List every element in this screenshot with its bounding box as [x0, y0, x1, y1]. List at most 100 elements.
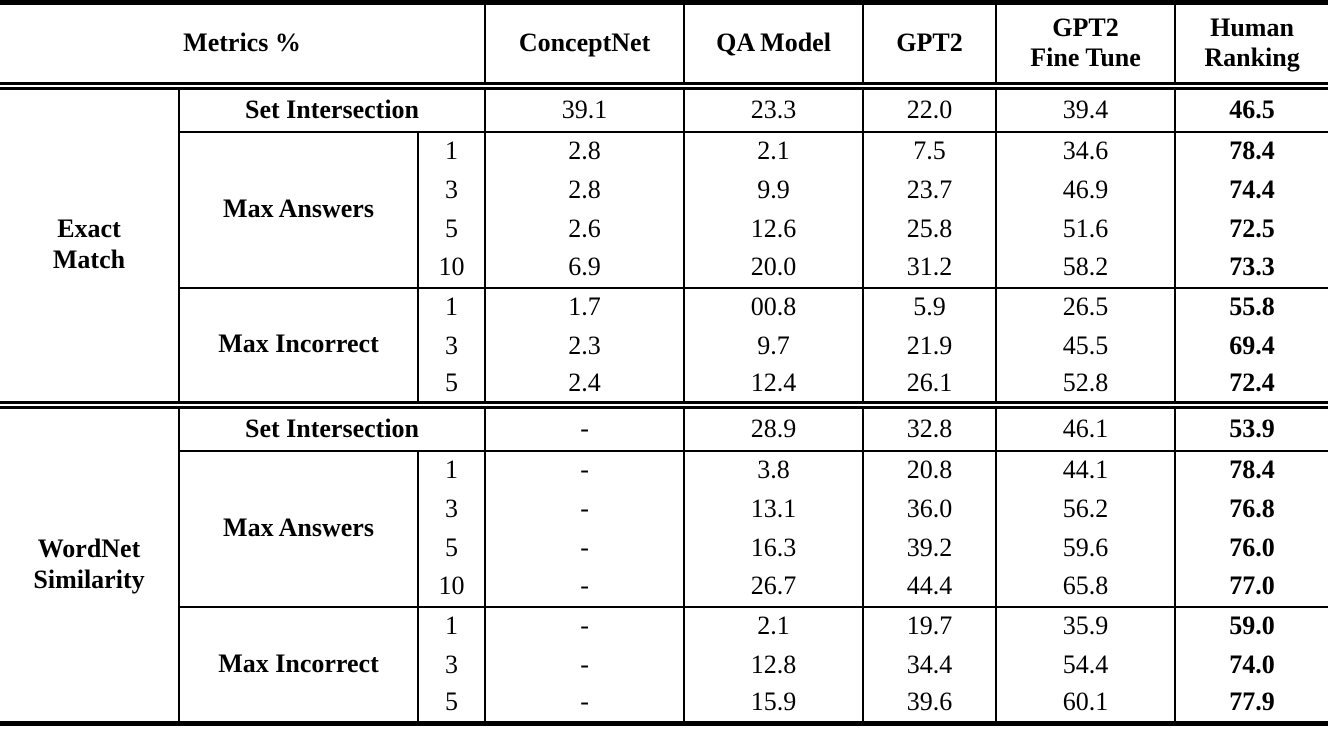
- cell-qa-model: 13.1: [683, 489, 864, 529]
- cell-max-count: 5: [416, 528, 486, 568]
- cell-human-ranking: 72.4: [1174, 365, 1328, 409]
- cell-gpt2: 36.0: [862, 489, 997, 529]
- cell-gpt2-fine-tune: 35.9: [995, 606, 1176, 646]
- col-header-qa-model: QA Model: [683, 2, 864, 90]
- cell-human-ranking: 55.8: [1174, 287, 1328, 327]
- cell-gpt2-fine-tune: 59.6: [995, 528, 1176, 568]
- table-row: Max Answers 1 2.8 2.1 7.5 34.6 78.4: [0, 131, 1328, 289]
- cell-gpt2-fine-tune: 44.1: [995, 450, 1176, 490]
- cell-max-count: 1: [416, 131, 486, 171]
- cell-conceptnet: 2.8: [484, 170, 685, 210]
- cell-gpt2: 23.7: [862, 170, 997, 210]
- cell-gpt2-fine-tune: 65.8: [995, 567, 1176, 608]
- cell-qa-model: 28.9: [683, 404, 864, 452]
- cell-conceptnet: -: [484, 567, 685, 608]
- cell-max-count: 5: [416, 365, 486, 409]
- cell-max-count: 5: [416, 684, 486, 724]
- cell-gpt2-fine-tune: 60.1: [995, 684, 1176, 724]
- cell-human-ranking: 78.4: [1174, 450, 1328, 490]
- table-header: Metrics % ConceptNet QA Model GPT2 GPT2 …: [0, 2, 1328, 90]
- cell-conceptnet: 2.3: [484, 326, 685, 366]
- cell-human-ranking: 77.9: [1174, 684, 1328, 724]
- table-row: 5 - 16.3 39.2 59.6 76.0: [0, 528, 1328, 568]
- cell-conceptnet: -: [484, 606, 685, 646]
- group-label-exact-match: Exact Match: [0, 85, 179, 409]
- cell-human-ranking: 59.0: [1174, 606, 1328, 646]
- col-header-gpt2-fine-tune: GPT2 Fine Tune: [995, 2, 1176, 90]
- cell-max-count: 3: [416, 170, 486, 210]
- cell-qa-model: 2.1: [683, 606, 864, 646]
- cell-human-ranking: 73.3: [1174, 248, 1328, 289]
- cell-gpt2-fine-tune: 54.4: [995, 645, 1176, 685]
- cell-qa-model: 2.1: [683, 131, 864, 171]
- table-row: 10 - 26.7 44.4 65.8 77.0: [0, 567, 1328, 608]
- cell-human-ranking: 74.0: [1174, 645, 1328, 685]
- table-row: 3 - 13.1 36.0 56.2 76.8: [0, 489, 1328, 529]
- cell-max-count: 1: [416, 287, 486, 327]
- table-row: 10 6.9 20.0 31.2 58.2 73.3: [0, 248, 1328, 289]
- table-row: 5 2.6 12.6 25.8 51.6 72.5: [0, 209, 1328, 249]
- cell-qa-model: 20.0: [683, 248, 864, 289]
- table-row: 3 2.3 9.7 21.9 45.5 69.4: [0, 326, 1328, 366]
- cell-gpt2-fine-tune: 56.2: [995, 489, 1176, 529]
- cell-gpt2: 26.1: [862, 365, 997, 409]
- cell-gpt2: 34.4: [862, 645, 997, 685]
- col-header-human-ranking: Human Ranking: [1174, 2, 1328, 90]
- cell-max-count: 3: [416, 489, 486, 529]
- table-row: Max Incorrect 1 1.7 00.8 5.9 26.5 55.8: [0, 287, 1328, 409]
- col-header-conceptnet: ConceptNet: [484, 2, 685, 90]
- cell-conceptnet: 2.8: [484, 131, 685, 171]
- row-label-max-answers: Max Answers: [178, 131, 418, 289]
- cell-qa-model: 12.6: [683, 209, 864, 249]
- row-label-set-intersection: Set Intersection: [177, 404, 486, 452]
- cell-max-count: 5: [416, 209, 486, 249]
- row-label-max-answers: Max Answers: [178, 450, 418, 608]
- cell-qa-model: 9.9: [683, 170, 864, 210]
- cell-gpt2-fine-tune: 34.6: [995, 131, 1176, 171]
- cell-human-ranking: 76.8: [1174, 489, 1328, 529]
- cell-conceptnet: 2.6: [484, 209, 685, 249]
- group-label-wordnet-similarity: WordNet Similarity: [33, 534, 145, 594]
- cell-max-count: 10: [416, 248, 486, 289]
- cell-qa-model: 16.3: [683, 528, 864, 568]
- cell-conceptnet: 2.4: [484, 365, 685, 409]
- cell-gpt2: 7.5: [862, 131, 997, 171]
- cell-human-ranking: 77.0: [1174, 567, 1328, 608]
- table-row: Max Answers 1 - 3.8 20.8 44.1 78.4: [0, 450, 1328, 608]
- cell-gpt2-fine-tune: 39.4: [995, 85, 1176, 133]
- table-row: 3 2.8 9.9 23.7 46.9 74.4: [0, 170, 1328, 210]
- cell-qa-model: 12.8: [683, 645, 864, 685]
- cell-human-ranking: 76.0: [1174, 528, 1328, 568]
- cell-max-count: 10: [416, 567, 486, 608]
- cell-human-ranking: 72.5: [1174, 209, 1328, 249]
- cell-gpt2: 39.2: [862, 528, 997, 568]
- cell-qa-model: 12.4: [683, 365, 864, 409]
- header-metrics: Metrics %: [0, 2, 486, 90]
- row-label-set-intersection: Set Intersection: [177, 85, 486, 133]
- cell-qa-model: 00.8: [683, 287, 864, 327]
- cell-gpt2: 32.8: [862, 404, 997, 452]
- cell-gpt2-fine-tune: 52.8: [995, 365, 1176, 409]
- cell-gpt2-fine-tune: 46.1: [995, 404, 1176, 452]
- cell-conceptnet: -: [484, 489, 685, 529]
- cell-qa-model: 3.8: [683, 450, 864, 490]
- cell-gpt2-fine-tune: 45.5: [995, 326, 1176, 366]
- cell-qa-model: 23.3: [683, 85, 864, 133]
- table-row: 5 - 15.9 39.6 60.1 77.9: [0, 684, 1328, 724]
- cell-max-count: 3: [416, 326, 486, 366]
- cell-human-ranking: 78.4: [1174, 131, 1328, 171]
- cell-gpt2: 31.2: [862, 248, 997, 289]
- row-label-max-incorrect: Max Incorrect: [178, 287, 418, 409]
- cell-gpt2-fine-tune: 46.9: [995, 170, 1176, 210]
- cell-human-ranking: 74.4: [1174, 170, 1328, 210]
- cell-gpt2: 39.6: [862, 684, 997, 724]
- cell-conceptnet: -: [484, 645, 685, 685]
- cell-conceptnet: -: [484, 450, 685, 490]
- cell-conceptnet: -: [484, 684, 685, 724]
- cell-max-count: 1: [416, 450, 486, 490]
- cell-gpt2: 22.0: [862, 85, 997, 133]
- table-row: Exact Match Set Intersection 39.1 23.3 2…: [0, 85, 1328, 409]
- cell-conceptnet: 1.7: [484, 287, 685, 327]
- cell-max-count: 3: [416, 645, 486, 685]
- table-row: WordNet Similarity Set Intersection - 28…: [0, 404, 1328, 594]
